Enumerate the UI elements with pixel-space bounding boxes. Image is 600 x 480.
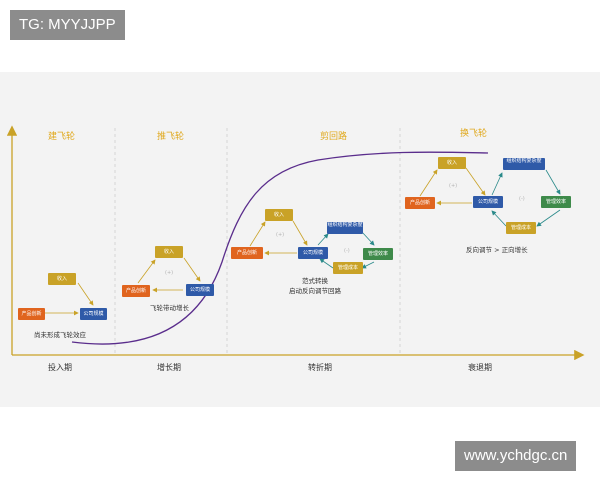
caption-s4: 反向调节 > 正向增长 bbox=[466, 246, 528, 254]
arrow-s3-1 bbox=[249, 221, 266, 247]
box-s1-scale: 公司规模 bbox=[80, 308, 107, 320]
caption-s2: 飞轮带动增长 bbox=[150, 304, 189, 312]
phase-label-invest: 投入期 bbox=[48, 363, 72, 372]
phase-label-turn: 转折期 bbox=[308, 363, 332, 372]
box-s3-product: 产品创新 bbox=[231, 247, 263, 259]
diagram-panel bbox=[0, 72, 600, 407]
box-s4-income: 收入 bbox=[438, 157, 466, 169]
watermark-top: TG: MYYJJPP bbox=[10, 10, 125, 40]
box-s3-income: 收入 bbox=[265, 209, 293, 221]
arrow-s4-5 bbox=[545, 169, 561, 195]
loop-mark-s4-neg: (-) bbox=[519, 196, 525, 202]
watermark-bottom: www.ychdgc.cn bbox=[455, 441, 577, 471]
arrow-s3-2 bbox=[292, 220, 308, 246]
box-s4-product: 产品创新 bbox=[405, 197, 435, 209]
loop-mark-s3-pos: (+) bbox=[276, 232, 285, 238]
box-s3-scale: 公司规模 bbox=[298, 247, 328, 259]
box-s1-income: 收入 bbox=[48, 273, 76, 285]
box-s3-mgmt-efficiency: 管理效率 bbox=[363, 248, 393, 260]
box-s4-mgmt-cost: 管理成本 bbox=[506, 222, 536, 234]
stage-title-cut: 剪回路 bbox=[320, 132, 348, 142]
caption-s3-line2: 启动反向调节回路 bbox=[289, 287, 341, 295]
loop-mark-s3-neg: (-) bbox=[344, 248, 350, 254]
box-s2-scale: 公司规模 bbox=[186, 284, 214, 296]
loop-mark-s4-pos: (+) bbox=[449, 183, 458, 189]
caption-s1: 尚未形成飞轮效应 bbox=[34, 331, 86, 339]
arrow-s2-2 bbox=[183, 257, 201, 282]
loop-mark-s2: (+) bbox=[165, 270, 174, 276]
stage-title-swap: 换飞轮 bbox=[460, 129, 488, 139]
arrow-s1-2 bbox=[77, 282, 94, 306]
arrow-s3-7 bbox=[319, 258, 334, 269]
stage-title-build: 建飞轮 bbox=[48, 132, 76, 142]
arrow-s2-1 bbox=[137, 259, 156, 284]
phase-label-decline: 衰退期 bbox=[468, 363, 492, 372]
arrow-s4-4 bbox=[491, 172, 503, 196]
arrow-s4-2 bbox=[465, 167, 486, 196]
box-s4-complexity: 组织结构复杂度 bbox=[503, 158, 545, 170]
phase-label-growth: 增长期 bbox=[157, 363, 181, 372]
box-s3-complexity: 组织结构复杂度 bbox=[327, 222, 363, 234]
box-s3-mgmt-cost: 管理成本 bbox=[333, 262, 363, 274]
caption-s3-line1: 范式转换 bbox=[302, 277, 328, 285]
arrow-s4-7 bbox=[491, 210, 507, 227]
box-s2-income: 收入 bbox=[155, 246, 183, 258]
arrow-s3-4 bbox=[317, 233, 329, 246]
arrow-s3-5 bbox=[361, 231, 375, 246]
box-s2-product: 产品创新 bbox=[122, 285, 150, 297]
arrow-s4-6 bbox=[536, 209, 561, 227]
arrow-s4-1 bbox=[419, 169, 438, 197]
stage-title-push: 推飞轮 bbox=[157, 132, 185, 142]
box-s4-scale: 公司规模 bbox=[473, 196, 503, 208]
box-s4-mgmt-efficiency: 管理效率 bbox=[541, 196, 571, 208]
growth-curve bbox=[71, 151, 489, 345]
box-s1-product: 产品创新 bbox=[18, 308, 45, 320]
arrow-s3-6 bbox=[361, 261, 375, 269]
